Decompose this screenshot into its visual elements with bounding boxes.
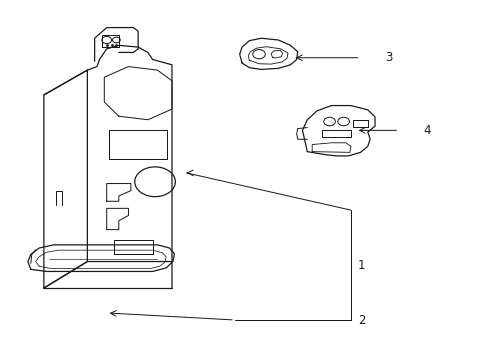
- Text: 4: 4: [423, 124, 430, 137]
- Text: 1: 1: [357, 258, 365, 271]
- Text: 2: 2: [357, 314, 365, 327]
- Text: 3: 3: [384, 51, 391, 64]
